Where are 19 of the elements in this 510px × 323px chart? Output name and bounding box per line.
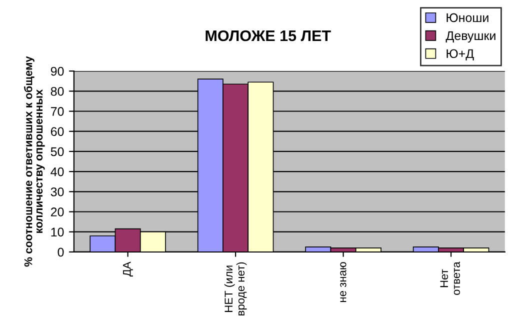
- y-tick-label: 0: [58, 248, 64, 257]
- y-tick-label: 10: [51, 228, 64, 236]
- legend-label: Юноши: [446, 13, 488, 22]
- legend-label: Ю+Д: [446, 49, 474, 60]
- chart-title: МОЛОЖЕ 15 ЛЕТ: [206, 30, 331, 42]
- y-tick-label: 90: [50, 66, 64, 76]
- x-tick-label: НЕТ (или вроде нет): [224, 262, 247, 316]
- y-tick-label: 80: [50, 86, 64, 96]
- y-tick-label: 50: [50, 147, 64, 156]
- y-tick-label: 60: [50, 127, 64, 136]
- x-tick-label: ДА: [123, 262, 133, 277]
- x-tick-label: не знаю: [340, 262, 346, 302]
- x-tick-label: Нет ответа: [440, 262, 460, 295]
- y-tick-label: 30: [50, 187, 64, 196]
- y-tick-label: 20: [50, 208, 64, 216]
- legend-label: Девушки: [446, 31, 496, 43]
- y-tick-label: 70: [50, 107, 64, 116]
- y-axis-title: % соотношение ответивших к общему колличеству опрошенных: [24, 56, 45, 267]
- y-tick-label: 40: [50, 167, 64, 176]
